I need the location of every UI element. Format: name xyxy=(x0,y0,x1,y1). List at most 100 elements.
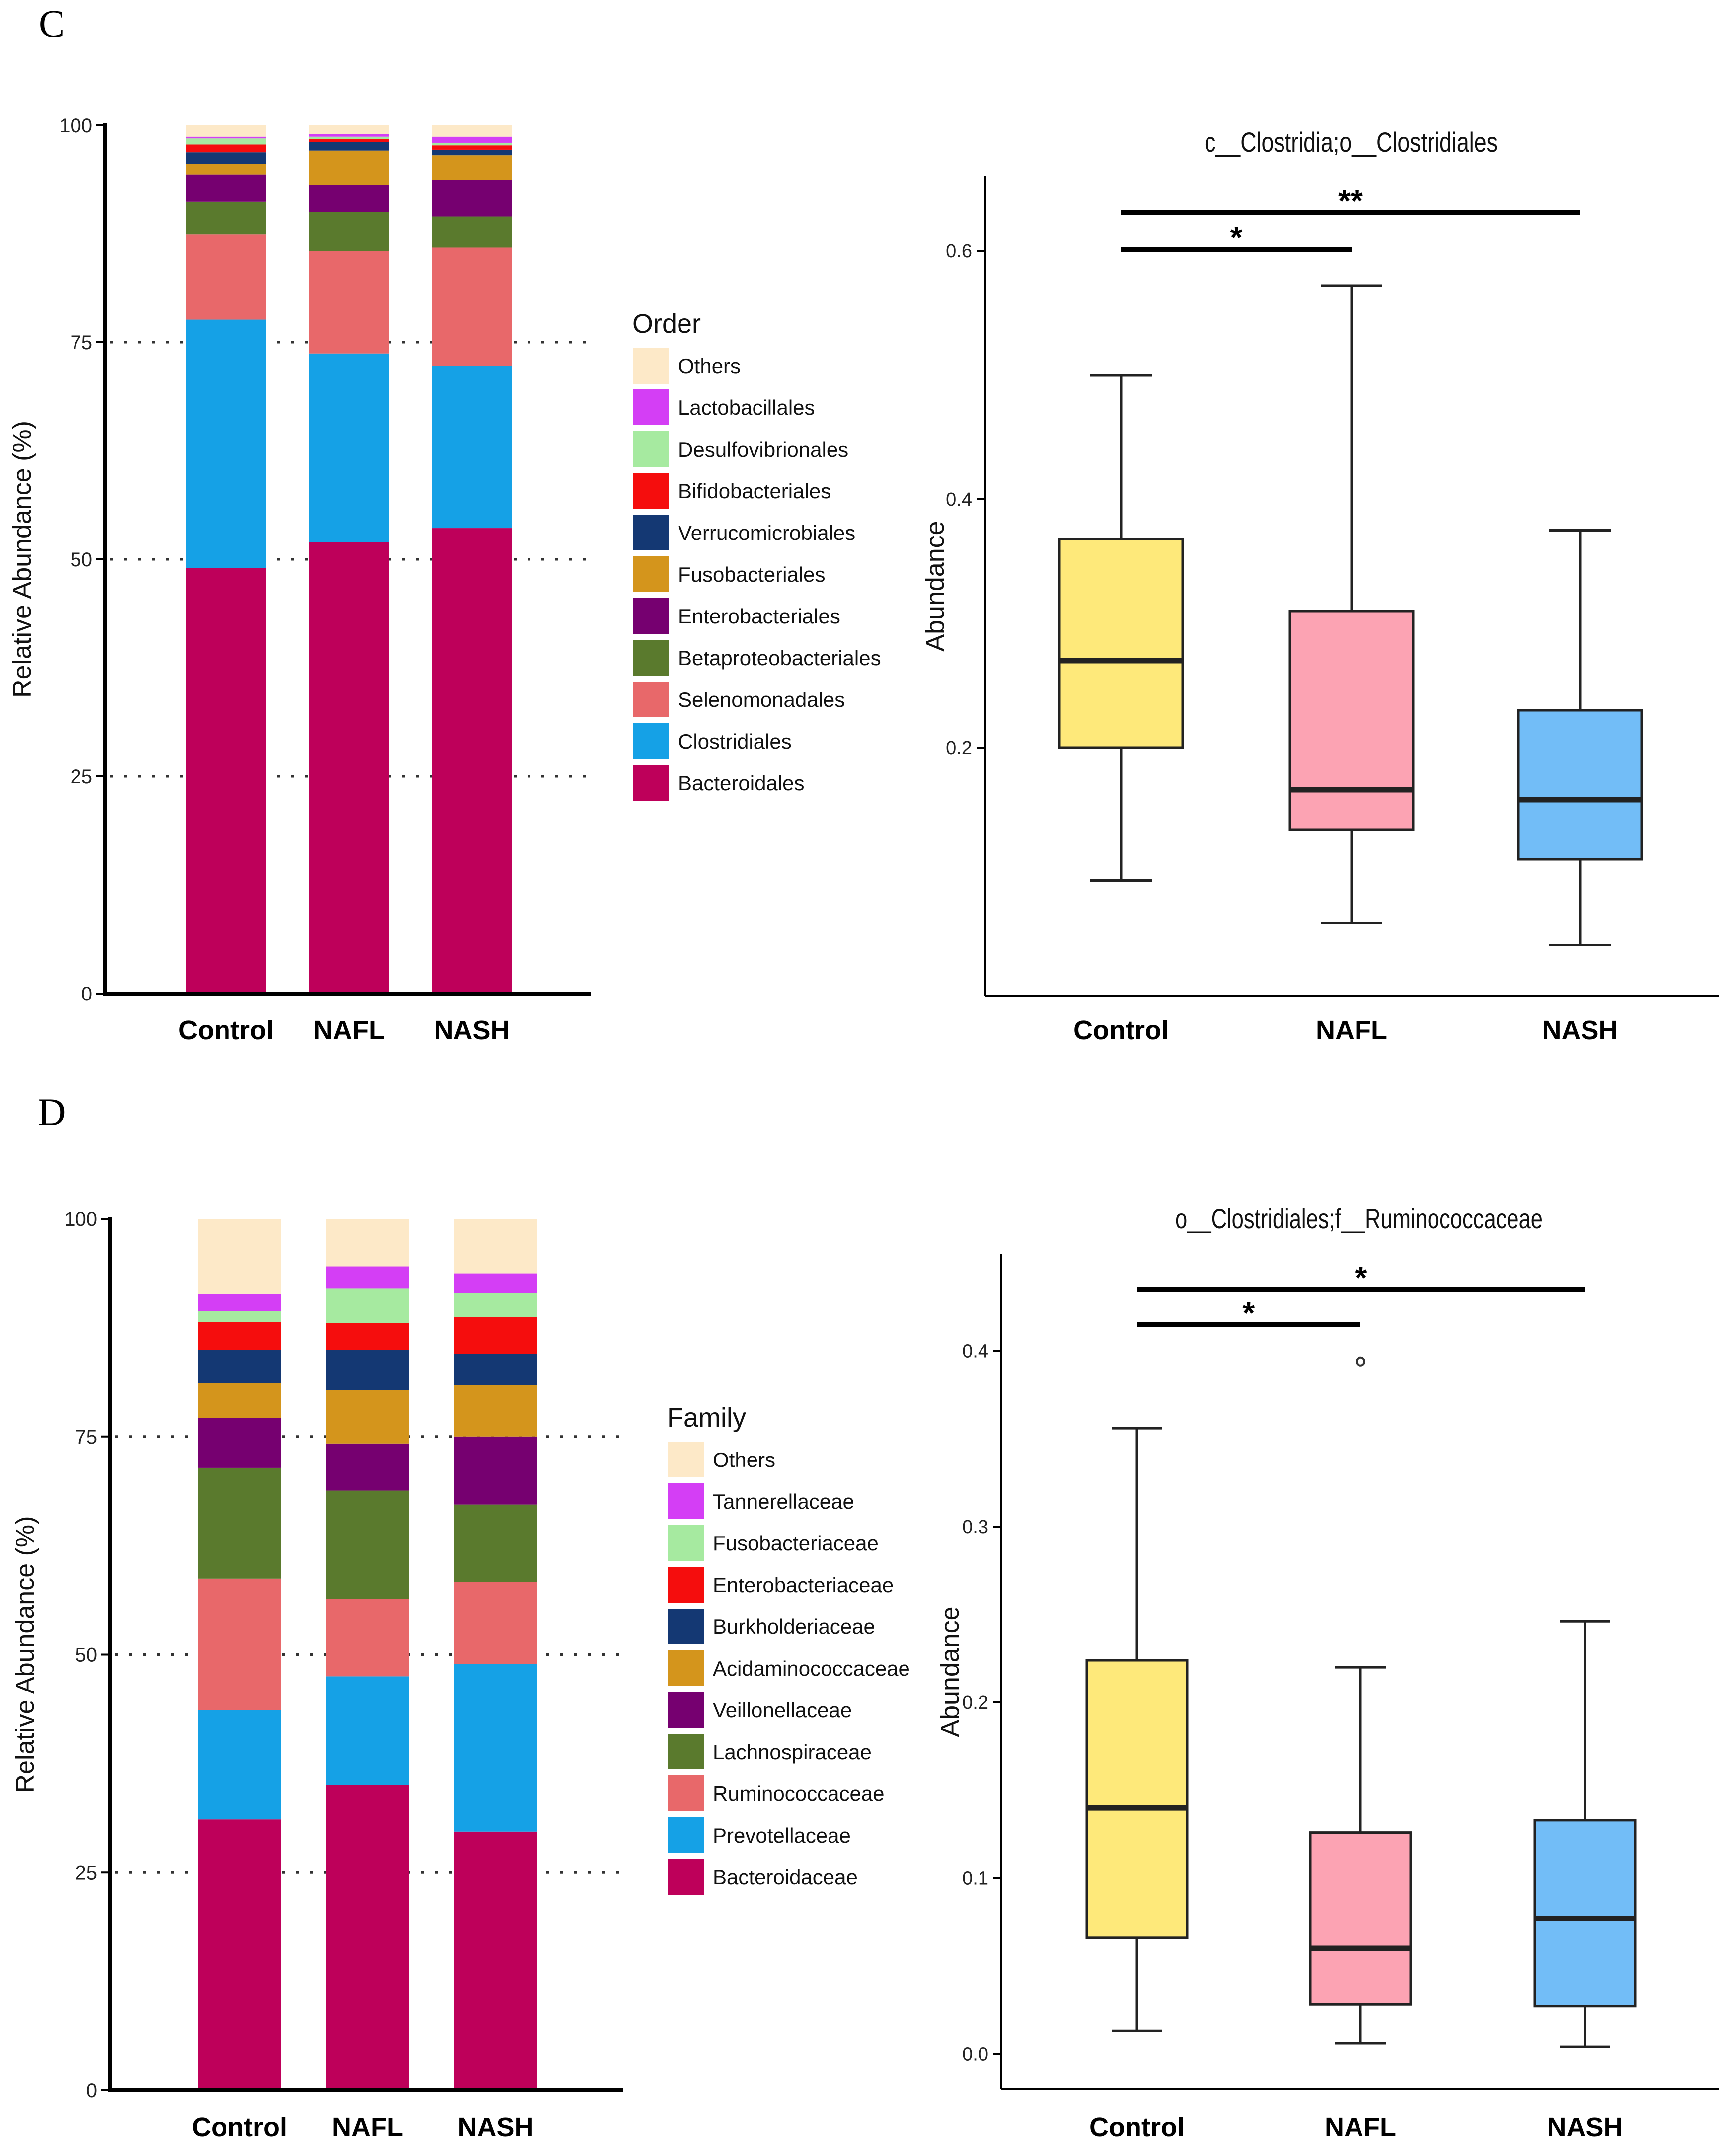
x-category-label-nash: NASH xyxy=(457,2112,533,2142)
bar-segment-nash-bacteroidales xyxy=(432,528,512,994)
legend-title: Order xyxy=(632,309,701,339)
legend-swatch-enterobacteriales xyxy=(633,598,669,634)
bar-segment-nafl-selenomonadales xyxy=(309,251,389,354)
bar-segment-control-verrucomicrobiales xyxy=(186,152,266,164)
legend-label-fusobacteriaceae: Fusobacteriaceae xyxy=(713,1532,879,1555)
legend-swatch-verrucomicrobiales xyxy=(633,515,669,550)
bar-segment-nash-burkholderiaceae xyxy=(454,1354,537,1385)
legend-label-selenomonadales: Selenomonadales xyxy=(678,688,845,711)
bar-segment-control-others xyxy=(186,125,266,137)
legend-label-lactobacillales: Lactobacillales xyxy=(678,396,815,419)
legend-swatch-acidaminococcaceae xyxy=(668,1650,704,1686)
y-tick-label-100: 100 xyxy=(59,115,92,137)
bar-segment-nash-selenomonadales xyxy=(432,247,512,366)
legend-swatch-tannerellaceae xyxy=(668,1483,704,1519)
bar-segment-control-bifidobacteriales xyxy=(186,144,266,153)
legend-title: Family xyxy=(667,1403,746,1433)
y-axis-label: Relative Abundance (%) xyxy=(8,421,37,698)
bar-segment-nash-others xyxy=(454,1219,537,1274)
bar-segment-nafl-desulfovibrionales xyxy=(309,136,389,139)
bar-segment-control-bacteroidales xyxy=(186,568,266,994)
box-control xyxy=(1058,538,1184,749)
bar-segment-nash-fusobacteriales xyxy=(432,155,512,180)
bar-segment-nafl-veillonellaceae xyxy=(326,1443,409,1491)
bar-segment-nafl-clostridiales xyxy=(309,353,389,542)
bar-segment-nafl-lactobacillales xyxy=(309,134,389,137)
bar-segment-nafl-others xyxy=(309,125,389,134)
legend-swatch-enterobacteriaceae xyxy=(668,1567,704,1603)
y-tick-label-25: 25 xyxy=(75,1862,98,1884)
box-nafl xyxy=(1309,1831,1412,2006)
legend-label-betaproteobacteriales: Betaproteobacteriales xyxy=(678,646,881,670)
bar-segment-nafl-bacteroidales xyxy=(309,542,389,994)
bar-segment-nafl-fusobacteriaceae xyxy=(326,1288,409,1323)
bar-segment-control-fusobacteriaceae xyxy=(198,1311,281,1322)
legend-label-acidaminococcaceae: Acidaminococcaceae xyxy=(713,1657,910,1680)
bar-segment-control-veillonellaceae xyxy=(198,1418,281,1468)
x-category-label-nash: NASH xyxy=(1547,2112,1623,2142)
y-tick-label-50: 50 xyxy=(75,1644,98,1666)
legend-label-lachnospiraceae: Lachnospiraceae xyxy=(713,1740,872,1764)
bar-segment-nash-acidaminococcaceae xyxy=(454,1385,537,1437)
x-category-label-nafl: NAFL xyxy=(1325,2112,1396,2142)
bar-segment-nafl-prevotellaceae xyxy=(326,1676,409,1785)
legend-label-others: Others xyxy=(678,354,741,378)
bar-segment-control-tannerellaceae xyxy=(198,1293,281,1311)
bar-segment-nafl-burkholderiaceae xyxy=(326,1350,409,1390)
bar-segment-nafl-tannerellaceae xyxy=(326,1266,409,1289)
y-axis-label: Abundance xyxy=(921,521,950,651)
chart-title: c__Clostridia;o__Clostridiales xyxy=(1205,126,1498,157)
bar-segment-nafl-acidaminococcaceae xyxy=(326,1390,409,1444)
significance-label-control-nafl: * xyxy=(1243,1295,1255,1331)
legend-swatch-bacteroidales xyxy=(633,765,669,801)
bar-segment-control-lactobacillales xyxy=(186,136,266,139)
legend-swatch-fusobacteriales xyxy=(633,556,669,592)
bar-segment-control-prevotellaceae xyxy=(198,1710,281,1820)
outlier-nafl-0 xyxy=(1356,1356,1365,1367)
bar-segment-nash-prevotellaceae xyxy=(454,1664,537,1832)
x-category-label-nash: NASH xyxy=(1542,1015,1618,1045)
legend-label-enterobacteriales: Enterobacteriales xyxy=(678,605,840,628)
legend-label-others: Others xyxy=(713,1448,775,1471)
bar-segment-control-bacteroidaceae xyxy=(198,1819,281,2090)
bar-segment-control-betaproteobacteriales xyxy=(186,201,266,235)
box-nash xyxy=(1533,1819,1637,2008)
legend-label-burkholderiaceae: Burkholderiaceae xyxy=(713,1615,875,1638)
legend-swatch-ruminococcaceae xyxy=(668,1775,704,1811)
legend-label-desulfovibrionales: Desulfovibrionales xyxy=(678,438,848,461)
legend-swatch-lachnospiraceae xyxy=(668,1734,704,1769)
legend-label-veillonellaceae: Veillonellaceae xyxy=(713,1698,852,1722)
x-category-label-nafl: NAFL xyxy=(1316,1015,1387,1045)
y-tick-label-100: 100 xyxy=(64,1208,97,1230)
bar-segment-control-clostridiales xyxy=(186,319,266,568)
y-tick-label-0: 0.2 xyxy=(946,738,972,759)
legend-swatch-burkholderiaceae xyxy=(668,1609,704,1644)
y-tick-label-4: 0.4 xyxy=(962,1341,988,1362)
x-category-label-nafl: NAFL xyxy=(332,2112,403,2142)
legend-swatch-selenomonadales xyxy=(633,682,669,717)
bar-segment-nash-veillonellaceae xyxy=(454,1436,537,1505)
bar-segment-control-selenomonadales xyxy=(186,234,266,320)
y-tick-label-0: 0.0 xyxy=(962,2044,988,2065)
x-category-label-nafl: NAFL xyxy=(313,1015,385,1045)
legend-swatch-prevotellaceae xyxy=(668,1817,704,1853)
bar-segment-nafl-bacteroidaceae xyxy=(326,1785,409,2090)
legend-swatch-bacteroidaceae xyxy=(668,1859,704,1895)
bar-segment-nash-lachnospiraceae xyxy=(454,1504,537,1582)
bar-segment-nash-enterobacteriaceae xyxy=(454,1317,537,1354)
bar-segment-nafl-verrucomicrobiales xyxy=(309,142,389,151)
significance-label-control-nafl: * xyxy=(1230,220,1243,255)
bar-segment-control-others xyxy=(198,1219,281,1294)
legend-label-verrucomicrobiales: Verrucomicrobiales xyxy=(678,521,855,544)
legend-label-fusobacteriales: Fusobacteriales xyxy=(678,563,825,586)
legend-swatch-fusobacteriaceae xyxy=(668,1525,704,1561)
bar-segment-nash-others xyxy=(432,125,512,137)
legend-swatch-clostridiales xyxy=(633,723,669,759)
bar-segment-nafl-bifidobacteriales xyxy=(309,139,389,142)
legend-swatch-lactobacillales xyxy=(633,389,669,425)
chart-title: o__Clostridiales;f__Ruminococcaceae xyxy=(1175,1203,1543,1234)
bar-segment-nash-lactobacillales xyxy=(432,136,512,143)
x-category-label-control: Control xyxy=(178,1015,274,1045)
y-tick-label-1: 0.1 xyxy=(962,1868,988,1889)
box-plot-clostridiales: c__Clostridia;o__Clostridiales 0.2 0.4 0.6 A… xyxy=(921,126,1719,1045)
